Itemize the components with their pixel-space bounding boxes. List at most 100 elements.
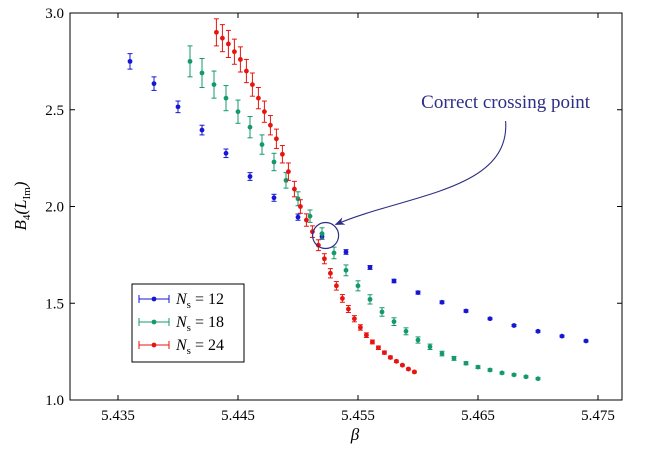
data-point: [187, 58, 193, 64]
x-tick-label: 5.475: [581, 408, 615, 424]
data-point: [334, 283, 339, 289]
data-point: [511, 372, 517, 378]
legend-label-sub: s: [187, 322, 191, 334]
data-point: [511, 323, 517, 328]
y-axis-label-sub2: Im: [21, 187, 33, 200]
annotation-arrow: [334, 120, 507, 226]
data-point: [412, 369, 417, 375]
data-point: [370, 339, 375, 345]
data-point: [151, 81, 157, 87]
x-axis-label: β: [350, 425, 360, 444]
legend-marker: [151, 342, 157, 348]
legend-label: Ns = 12: [175, 291, 224, 311]
legend-marker: [151, 296, 157, 302]
x-tick-label: 5.435: [101, 408, 135, 424]
data-point: [415, 290, 421, 296]
y-tick-label: 2.5: [45, 103, 64, 119]
data-point: [322, 256, 327, 262]
annotation: Correct crossing point: [312, 92, 591, 250]
legend-marker: [151, 319, 157, 325]
data-point: [256, 95, 261, 101]
data-point: [262, 109, 267, 115]
legend-box: [131, 283, 245, 363]
x-tick-label: 5.455: [341, 408, 375, 424]
legend-label-main: N: [175, 314, 188, 331]
data-point: [259, 142, 265, 147]
data-point: [247, 174, 253, 179]
data-point: [439, 299, 445, 305]
data-point: [403, 328, 409, 334]
legend-label-rest: = 24: [191, 337, 224, 354]
data-point: [298, 204, 303, 209]
y-axis-label: B4(LIm): [11, 181, 33, 230]
data-point: [250, 82, 255, 87]
data-point: [331, 250, 337, 256]
data-point: [487, 316, 493, 322]
data-point: [232, 49, 237, 55]
data-point: [346, 306, 351, 312]
data-point: [427, 344, 433, 350]
data-point: [376, 345, 381, 351]
crossing-circle: [312, 221, 340, 250]
data-point: [523, 374, 529, 380]
y-axis-label-close: ): [11, 181, 30, 188]
data-point: [391, 319, 397, 325]
data-point: [274, 136, 279, 142]
data-point: [268, 122, 273, 128]
data-point: [355, 283, 361, 289]
legend-item-1: Ns = 18: [138, 314, 224, 334]
data-point: [379, 309, 385, 315]
data-point: [199, 127, 205, 133]
data-point: [292, 186, 297, 192]
annotation-label: Correct crossing point: [421, 92, 591, 113]
data-point: [535, 376, 541, 382]
legend-item-2: Ns = 24: [138, 337, 224, 357]
data-point: [388, 355, 393, 360]
data-point: [271, 159, 277, 165]
data-point: [367, 265, 373, 270]
y-axis-label-main: B: [11, 219, 30, 230]
data-point: [244, 68, 249, 74]
data-point: [343, 249, 349, 255]
data-point: [319, 231, 325, 236]
x-tick-label: 5.465: [461, 408, 495, 424]
data-point: [367, 296, 373, 302]
data-point: [307, 213, 313, 219]
data-point: [316, 242, 321, 248]
legend-label-sub: s: [187, 345, 191, 357]
data-point: [400, 362, 405, 368]
data-point: [451, 355, 457, 361]
data-point: [211, 82, 217, 87]
y-tick-label: 1.5: [45, 296, 64, 312]
data-point: [223, 150, 229, 156]
data-point: [382, 350, 387, 355]
data-point: [583, 338, 589, 344]
legend-label: Ns = 18: [175, 314, 224, 334]
plot-marks: [127, 18, 589, 382]
data-point: [223, 95, 229, 101]
data-point: [463, 308, 469, 314]
axis-ticks: 5.435 5.445 5.455 5.465 5.475 1.0 1.5 2.0 2.5 3.0: [45, 6, 622, 424]
data-point: [271, 195, 277, 201]
data-point: [295, 214, 301, 220]
data-point: [220, 35, 225, 41]
x-tick-label: 5.445: [221, 408, 255, 424]
series-1: [187, 45, 541, 382]
legend-label-main: N: [175, 337, 188, 354]
data-point: [391, 278, 397, 284]
data-point: [499, 370, 505, 376]
data-point: [343, 267, 349, 273]
y-tick-label: 2.0: [45, 200, 64, 216]
legend-label-rest: = 18: [191, 314, 224, 331]
legend-label-sub: s: [187, 299, 191, 311]
y-tick-label: 1.0: [45, 393, 64, 409]
data-point: [175, 104, 181, 110]
data-point: [394, 358, 399, 364]
data-point: [415, 337, 421, 343]
data-point: [214, 29, 219, 35]
legend-item-0: Ns = 12: [138, 291, 224, 311]
data-point: [340, 296, 345, 301]
data-point: [352, 316, 357, 322]
